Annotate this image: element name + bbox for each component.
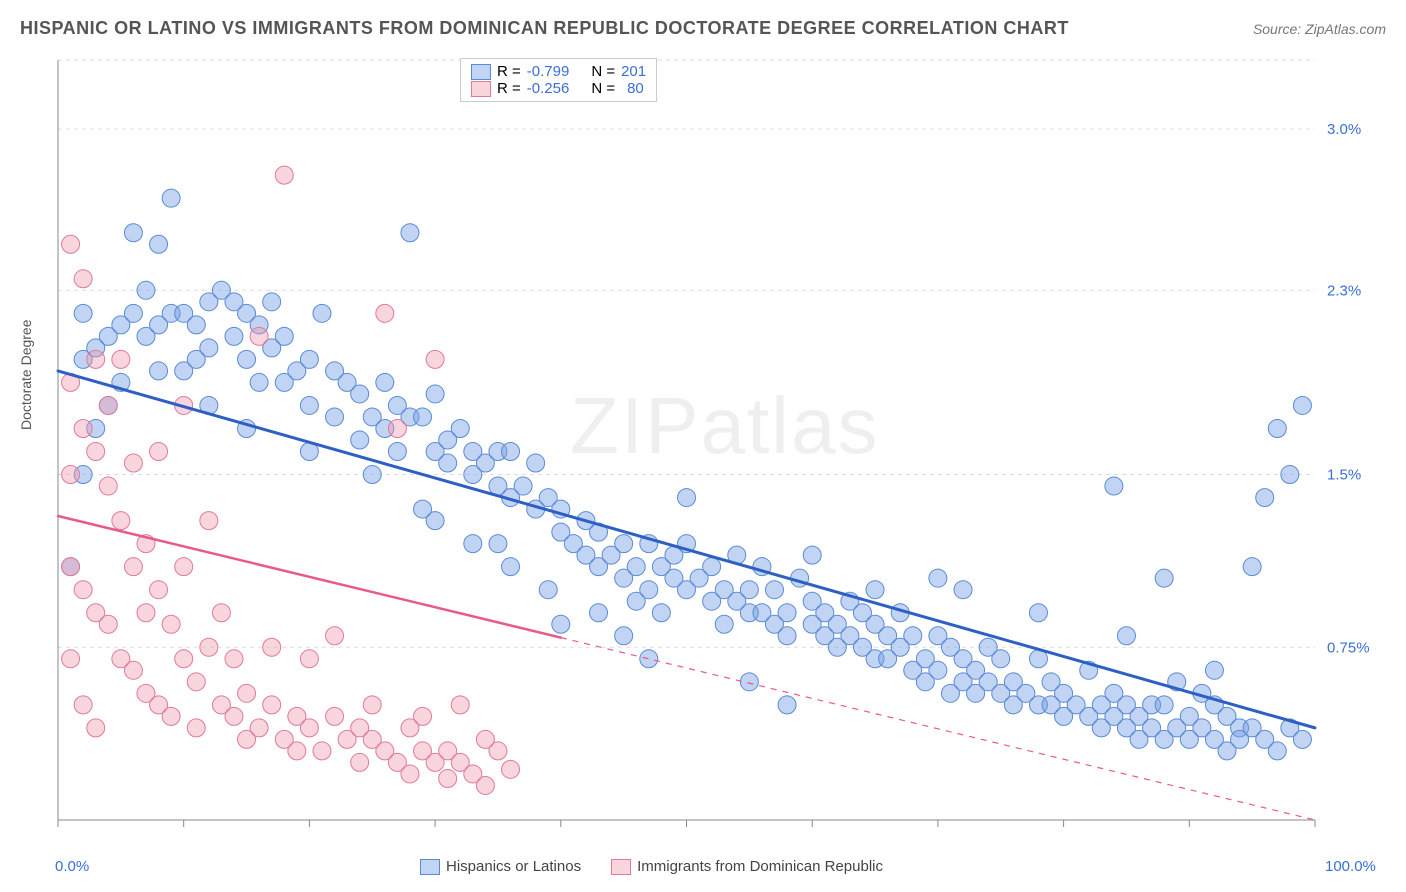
n-value-2: 80 — [627, 80, 644, 97]
swatch-series-2 — [471, 81, 491, 97]
chart-area: 0.75%1.5%2.3%3.0% ZIPatlas — [50, 55, 1385, 850]
scatter-chart: 0.75% 1.5% 2.3% 3.0% — [50, 55, 1385, 850]
svg-text:3.0%: 3.0% — [1327, 121, 1361, 138]
r-value-1: -0.799 — [527, 63, 570, 80]
chart-title: HISPANIC OR LATINO VS IMMIGRANTS FROM DO… — [20, 18, 1069, 39]
legend-label-1: Hispanics or Latinos — [446, 858, 581, 875]
swatch-series-1 — [471, 64, 491, 80]
r-value-2: -0.256 — [527, 80, 570, 97]
n-label: N = — [591, 80, 615, 97]
source-label: Source: ZipAtlas.com — [1253, 21, 1386, 37]
x-tick-min: 0.0% — [55, 858, 89, 875]
swatch-series-1 — [420, 859, 440, 875]
n-value-1: 201 — [621, 63, 646, 80]
legend-label-2: Immigrants from Dominican Republic — [637, 858, 883, 875]
x-tick-max: 100.0% — [1325, 858, 1376, 875]
svg-text:0.75%: 0.75% — [1327, 639, 1370, 656]
correlation-legend: R = -0.799 N = 201 R = -0.256 N = 80 — [460, 58, 657, 102]
r-label: R = — [497, 80, 521, 97]
series-legend: Hispanics or Latinos Immigrants from Dom… — [420, 858, 883, 875]
r-label: R = — [497, 63, 521, 80]
n-label: N = — [591, 63, 615, 80]
svg-text:1.5%: 1.5% — [1327, 467, 1361, 484]
svg-text:2.3%: 2.3% — [1327, 282, 1361, 299]
swatch-series-2 — [611, 859, 631, 875]
y-axis-label: Doctorate Degree — [18, 319, 34, 430]
